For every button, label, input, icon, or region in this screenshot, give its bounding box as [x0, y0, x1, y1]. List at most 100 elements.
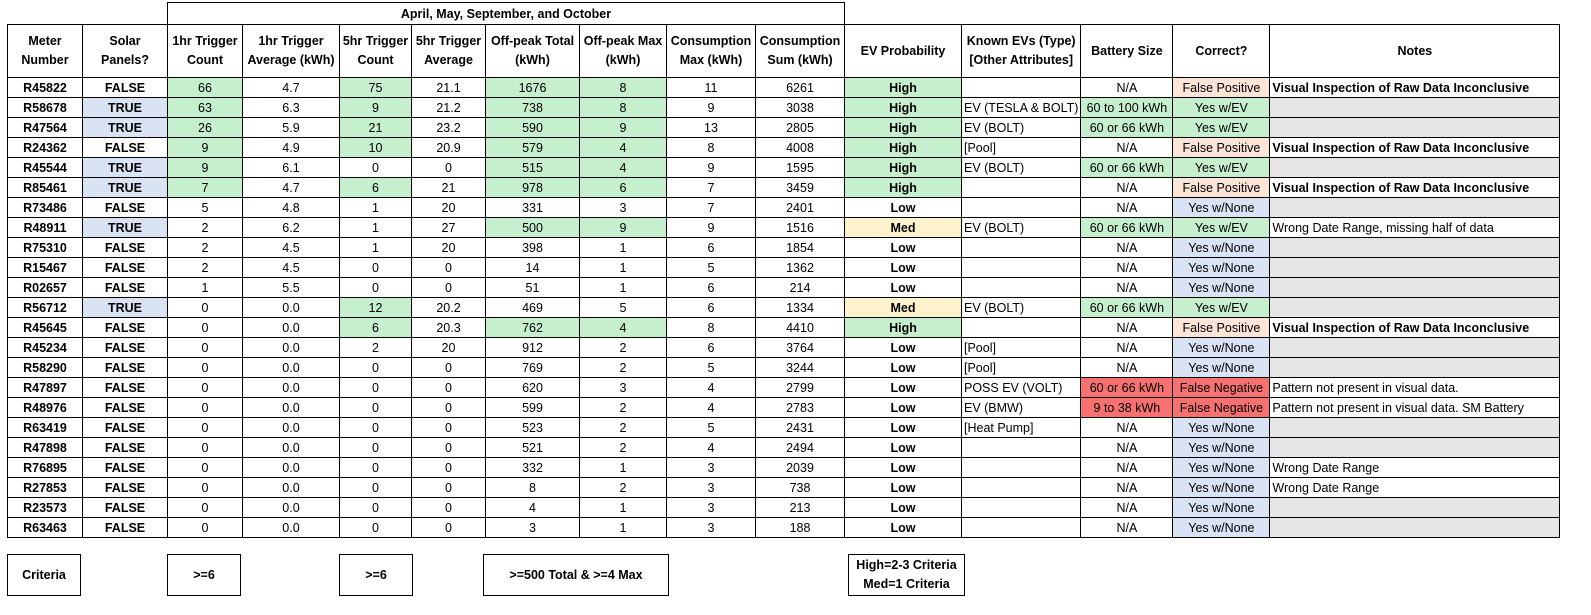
cell-battery-size[interactable]: N/A [1080, 77, 1174, 98]
cell-offpeak-total[interactable]: 762 [485, 317, 580, 338]
cell-offpeak-total[interactable]: 14 [485, 257, 580, 278]
cell-1hr-trigger-count[interactable]: 0 [167, 517, 243, 538]
cell-notes[interactable] [1269, 417, 1561, 438]
cell-notes[interactable] [1269, 117, 1561, 138]
cell-notes[interactable]: Pattern not present in visual data. SM B… [1269, 397, 1561, 418]
cell-meter-number[interactable]: R47897 [7, 377, 83, 398]
cell-solar-panels[interactable]: TRUE [82, 117, 168, 138]
cell-5hr-trigger-average[interactable]: 23.2 [411, 117, 486, 138]
cell-consumption-max[interactable]: 7 [666, 197, 756, 218]
cell-consumption-max[interactable]: 4 [666, 397, 756, 418]
cell-solar-panels[interactable]: FALSE [82, 257, 168, 278]
cell-offpeak-total[interactable]: 500 [485, 217, 580, 238]
cell-solar-panels[interactable]: FALSE [82, 77, 168, 98]
cell-consumption-max[interactable]: 6 [666, 337, 756, 358]
header-known-evs[interactable]: Known EVs (Type) [Other Attributes] [960, 24, 1082, 78]
cell-correct[interactable]: Yes w/None [1172, 517, 1271, 538]
cell-meter-number[interactable]: R45234 [7, 337, 83, 358]
cell-1hr-trigger-count[interactable]: 0 [167, 417, 243, 438]
cell-1hr-trigger-average[interactable]: 0.0 [242, 437, 340, 458]
cell-1hr-trigger-average[interactable]: 4.5 [242, 257, 340, 278]
cell-battery-size[interactable]: N/A [1080, 337, 1174, 358]
cell-5hr-trigger-count[interactable]: 0 [339, 397, 412, 418]
cell-battery-size[interactable]: N/A [1080, 317, 1174, 338]
cell-consumption-max[interactable]: 5 [666, 257, 756, 278]
cell-1hr-trigger-average[interactable]: 4.9 [242, 137, 340, 158]
cell-known-evs[interactable]: [Pool] [960, 337, 1082, 358]
cell-consumption-max[interactable]: 6 [666, 277, 756, 298]
cell-offpeak-max[interactable]: 1 [579, 497, 667, 518]
cell-meter-number[interactable]: R56712 [7, 297, 83, 318]
cell-correct[interactable]: False Positive [1172, 177, 1271, 198]
cell-correct[interactable]: Yes w/None [1172, 277, 1271, 298]
cell-notes[interactable]: Visual Inspection of Raw Data Inconclusi… [1269, 177, 1561, 198]
cell-offpeak-total[interactable]: 8 [485, 477, 580, 498]
cell-notes[interactable] [1269, 357, 1561, 378]
cell-correct[interactable]: Yes w/None [1172, 457, 1271, 478]
cell-1hr-trigger-average[interactable]: 4.8 [242, 197, 340, 218]
cell-offpeak-total[interactable]: 4 [485, 497, 580, 518]
cell-1hr-trigger-average[interactable]: 0.0 [242, 517, 340, 538]
cell-1hr-trigger-count[interactable]: 9 [167, 157, 243, 178]
cell-5hr-trigger-average[interactable]: 20.2 [411, 297, 486, 318]
cell-correct[interactable]: Yes w/None [1172, 237, 1271, 258]
cell-notes[interactable] [1269, 197, 1561, 218]
cell-solar-panels[interactable]: FALSE [82, 277, 168, 298]
cell-correct[interactable]: False Negative [1172, 377, 1271, 398]
header-consumption-max[interactable]: Consumption Max (kWh) [666, 24, 756, 78]
cell-consumption-sum[interactable]: 188 [755, 517, 845, 538]
cell-5hr-trigger-count[interactable]: 0 [339, 377, 412, 398]
cell-5hr-trigger-average[interactable]: 0 [411, 477, 486, 498]
cell-ev-probability[interactable]: High [844, 177, 962, 198]
cell-5hr-trigger-count[interactable]: 0 [339, 157, 412, 178]
cell-known-evs[interactable] [960, 477, 1082, 498]
cell-1hr-trigger-average[interactable]: 0.0 [242, 417, 340, 438]
cell-notes[interactable] [1269, 437, 1561, 458]
cell-offpeak-total[interactable]: 599 [485, 397, 580, 418]
cell-known-evs[interactable] [960, 497, 1082, 518]
cell-offpeak-total[interactable]: 469 [485, 297, 580, 318]
cell-ev-probability[interactable]: Low [844, 497, 962, 518]
cell-correct[interactable]: False Positive [1172, 317, 1271, 338]
cell-meter-number[interactable]: R76895 [7, 457, 83, 478]
cell-meter-number[interactable]: R15467 [7, 257, 83, 278]
cell-1hr-trigger-count[interactable]: 2 [167, 257, 243, 278]
cell-notes[interactable]: Visual Inspection of Raw Data Inconclusi… [1269, 137, 1561, 158]
cell-known-evs[interactable] [960, 457, 1082, 478]
cell-notes[interactable] [1269, 497, 1561, 518]
cell-offpeak-total[interactable]: 978 [485, 177, 580, 198]
cell-offpeak-total[interactable]: 521 [485, 437, 580, 458]
cell-1hr-trigger-average[interactable]: 0.0 [242, 317, 340, 338]
cell-correct[interactable]: Yes w/None [1172, 337, 1271, 358]
cell-ev-probability[interactable]: Low [844, 357, 962, 378]
cell-solar-panels[interactable]: FALSE [82, 517, 168, 538]
cell-5hr-trigger-count[interactable]: 0 [339, 417, 412, 438]
cell-known-evs[interactable]: [Heat Pump] [960, 417, 1082, 438]
cell-1hr-trigger-count[interactable]: 0 [167, 457, 243, 478]
cell-battery-size[interactable]: 60 or 66 kWh [1080, 297, 1174, 318]
cell-5hr-trigger-average[interactable]: 20 [411, 237, 486, 258]
cell-1hr-trigger-count[interactable]: 0 [167, 397, 243, 418]
cell-solar-panels[interactable]: FALSE [82, 317, 168, 338]
cell-meter-number[interactable]: R63419 [7, 417, 83, 438]
cell-solar-panels[interactable]: FALSE [82, 337, 168, 358]
cell-1hr-trigger-average[interactable]: 0.0 [242, 497, 340, 518]
cell-5hr-trigger-average[interactable]: 0 [411, 377, 486, 398]
cell-offpeak-total[interactable]: 398 [485, 237, 580, 258]
cell-offpeak-max[interactable]: 1 [579, 257, 667, 278]
cell-1hr-trigger-count[interactable]: 0 [167, 437, 243, 458]
cell-solar-panels[interactable]: TRUE [82, 97, 168, 118]
cell-consumption-max[interactable]: 9 [666, 157, 756, 178]
cell-offpeak-total[interactable]: 738 [485, 97, 580, 118]
cell-offpeak-total[interactable]: 3 [485, 517, 580, 538]
cell-offpeak-total[interactable]: 51 [485, 277, 580, 298]
cell-correct[interactable]: Yes w/None [1172, 257, 1271, 278]
cell-solar-panels[interactable]: FALSE [82, 237, 168, 258]
cell-meter-number[interactable]: R48911 [7, 217, 83, 238]
cell-correct[interactable]: Yes w/EV [1172, 297, 1271, 318]
cell-1hr-trigger-count[interactable]: 7 [167, 177, 243, 198]
cell-offpeak-total[interactable]: 769 [485, 357, 580, 378]
cell-5hr-trigger-count[interactable]: 10 [339, 137, 412, 158]
cell-5hr-trigger-count[interactable]: 0 [339, 357, 412, 378]
cell-offpeak-total[interactable]: 332 [485, 457, 580, 478]
